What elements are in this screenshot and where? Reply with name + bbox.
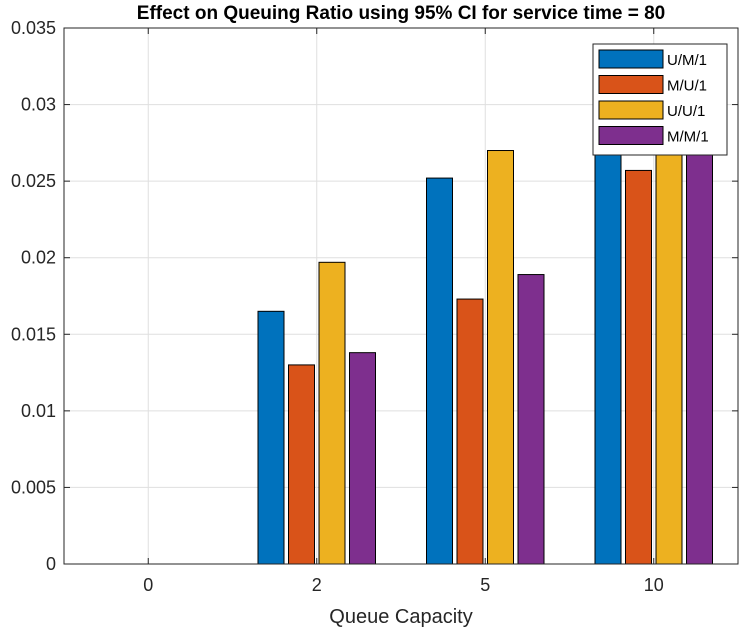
bar-u-u-1-2 bbox=[318, 261, 346, 565]
bar-m-u-1-2 bbox=[288, 364, 315, 565]
legend-label: M/M/1 bbox=[667, 129, 709, 146]
y-tick-label: 0.005 bbox=[11, 477, 56, 497]
legend-swatch bbox=[598, 49, 664, 69]
legend-label: M/U/1 bbox=[667, 78, 707, 95]
x-tick-label: 0 bbox=[143, 575, 153, 595]
bar-m-u-1-5 bbox=[456, 298, 484, 565]
axis-ticks: 0 0.005 0.01 0.015 0.02 0.025 0.03 0.035 0 2 5 10 bbox=[11, 18, 738, 595]
x-tick-label: 10 bbox=[644, 575, 664, 595]
bar-u-m-1-2 bbox=[257, 310, 285, 565]
bar-u-u-1-5 bbox=[487, 150, 514, 565]
bar-u-m-1-5 bbox=[426, 177, 453, 565]
y-tick-label: 0.025 bbox=[11, 171, 56, 191]
legend: U/M/1 M/U/1 U/U/1 M/M/1 bbox=[592, 43, 728, 156]
legend-label: U/M/1 bbox=[667, 52, 707, 69]
legend-swatch bbox=[598, 126, 664, 145]
bar-m-m-1-10 bbox=[686, 134, 713, 565]
chart-title: Effect on Queuing Ratio using 95% CI for… bbox=[137, 3, 665, 24]
legend-label: U/U/1 bbox=[667, 103, 705, 120]
bar-m-m-1-5 bbox=[517, 274, 545, 565]
y-tick-label: 0 bbox=[46, 554, 56, 574]
bar-m-u-1-10 bbox=[625, 169, 652, 565]
bar-u-m-1-10 bbox=[594, 131, 622, 565]
x-tick-label: 5 bbox=[480, 575, 490, 595]
y-tick-label: 0.035 bbox=[11, 18, 56, 38]
x-tick-label: 2 bbox=[312, 575, 322, 595]
plot-frame bbox=[63, 27, 739, 565]
bar-m-m-1-2 bbox=[349, 352, 376, 565]
y-tick-label: 0.03 bbox=[21, 95, 56, 115]
bar-u-u-1-10 bbox=[655, 119, 683, 565]
legend-swatch bbox=[598, 75, 664, 94]
y-tick-label: 0.01 bbox=[21, 401, 56, 421]
y-tick-label: 0.015 bbox=[11, 324, 56, 344]
bars bbox=[257, 119, 713, 565]
x-axis-label: Queue Capacity bbox=[329, 606, 472, 628]
legend-swatch bbox=[598, 100, 664, 120]
y-tick-label: 0.02 bbox=[21, 248, 56, 268]
